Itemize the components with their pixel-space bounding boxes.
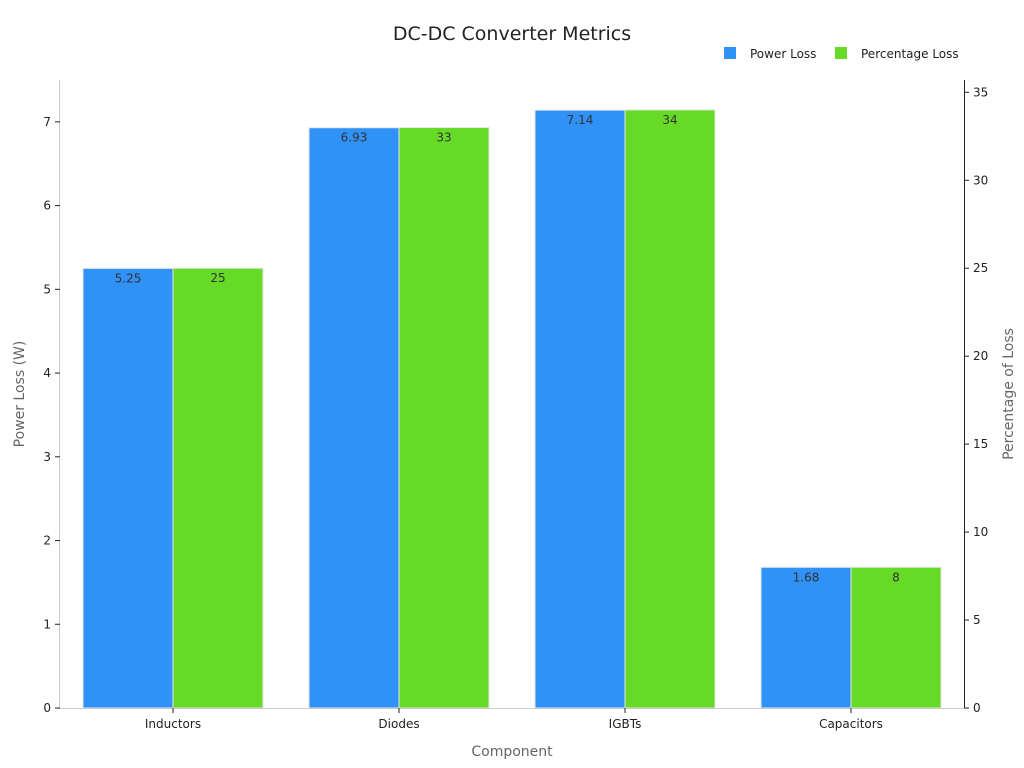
y-tick-label: 0 bbox=[43, 701, 51, 715]
bar-label-power-loss-inductors: 5.25 bbox=[115, 271, 142, 285]
legend-label-power-loss: Power Loss bbox=[750, 47, 816, 61]
x-axis-label: Component bbox=[471, 744, 553, 760]
bar-label-percentage-loss-diodes: 33 bbox=[436, 130, 451, 144]
y-right-tick-label: 35 bbox=[973, 85, 988, 99]
y-tick-label: 2 bbox=[43, 534, 51, 548]
bar-labels: 5.25 25 6.93 33 7.14 34 1.68 8 bbox=[115, 113, 900, 584]
bar-label-percentage-loss-capacitors: 8 bbox=[892, 570, 900, 584]
bars bbox=[82, 109, 942, 709]
y-tick-label: 1 bbox=[43, 617, 51, 631]
y-right-tick-label: 30 bbox=[973, 173, 988, 187]
x-tick-label-igbts: IGBTs bbox=[609, 717, 642, 731]
x-axis-ticks: Inductors Diodes IGBTs Capacitors bbox=[145, 708, 883, 731]
x-tick-label-diodes: Diodes bbox=[378, 717, 419, 731]
bar-percentage-loss-diodes bbox=[398, 126, 490, 709]
y-tick-label: 5 bbox=[43, 282, 51, 296]
bar-percentage-loss-igbts bbox=[624, 109, 716, 709]
legend-swatch-power-loss bbox=[724, 47, 736, 59]
bar-power-loss-diodes bbox=[308, 127, 400, 709]
bar-label-power-loss-igbts: 7.14 bbox=[567, 113, 594, 127]
bar-label-percentage-loss-igbts: 34 bbox=[662, 113, 677, 127]
y-right-tick-label: 0 bbox=[973, 701, 981, 715]
y-right-tick-label: 15 bbox=[973, 437, 988, 451]
x-tick-label-inductors: Inductors bbox=[145, 717, 201, 731]
right-axis-ticks: 0 5 10 15 20 25 30 35 bbox=[964, 85, 988, 715]
y-right-tick-label: 25 bbox=[973, 261, 988, 275]
legend-label-percentage-loss: Percentage Loss bbox=[861, 47, 959, 61]
y-right-tick-label: 10 bbox=[973, 525, 988, 539]
y-right-tick-label: 20 bbox=[973, 349, 988, 363]
y-axis-label-right: Percentage of Loss bbox=[1001, 328, 1017, 460]
left-axis-ticks: 0 1 2 3 4 5 6 7 bbox=[43, 115, 60, 715]
y-tick-label: 3 bbox=[43, 450, 51, 464]
y-tick-label: 7 bbox=[43, 115, 51, 129]
legend: Power Loss Percentage Loss bbox=[724, 47, 959, 61]
y-tick-label: 6 bbox=[43, 199, 51, 213]
bar-percentage-loss-capacitors bbox=[850, 566, 942, 709]
y-axis-label: Power Loss (W) bbox=[12, 341, 28, 448]
legend-swatch-percentage-loss bbox=[835, 47, 847, 59]
bar-power-loss-capacitors bbox=[760, 566, 852, 709]
bar-power-loss-inductors bbox=[82, 267, 174, 709]
y-right-tick-label: 5 bbox=[973, 613, 981, 627]
x-tick-label-capacitors: Capacitors bbox=[819, 717, 883, 731]
bar-label-percentage-loss-inductors: 25 bbox=[210, 271, 225, 285]
bar-percentage-loss-inductors bbox=[172, 267, 264, 709]
bar-power-loss-igbts bbox=[534, 109, 626, 709]
y-tick-label: 4 bbox=[43, 366, 51, 380]
chart-title: DC-DC Converter Metrics bbox=[393, 23, 631, 45]
bar-label-power-loss-diodes: 6.93 bbox=[341, 131, 368, 145]
bar-label-power-loss-capacitors: 1.68 bbox=[793, 570, 820, 584]
